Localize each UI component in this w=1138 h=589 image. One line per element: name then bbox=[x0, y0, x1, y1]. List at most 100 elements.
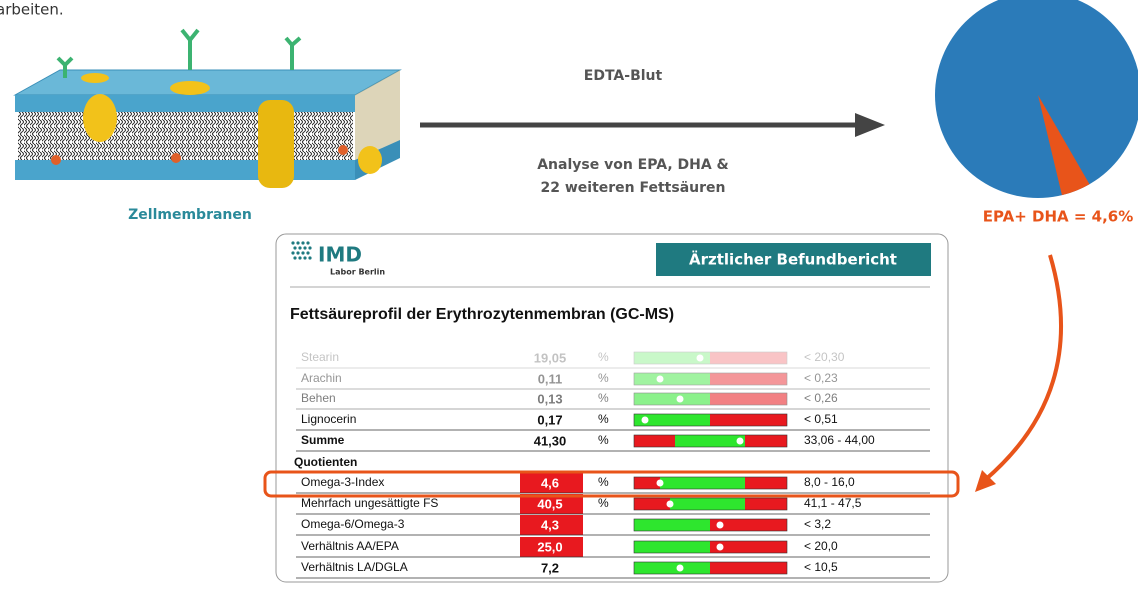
range-marker bbox=[667, 501, 674, 508]
range-segment bbox=[710, 373, 787, 385]
logo-dot bbox=[296, 241, 299, 244]
row-range: < 20,0 bbox=[804, 539, 838, 553]
row-range: 33,06 - 44,00 bbox=[804, 433, 875, 447]
logo-dot bbox=[308, 256, 311, 259]
row-value: 41,30 bbox=[534, 433, 567, 448]
pie bbox=[935, 0, 1138, 198]
row-unit: % bbox=[598, 350, 609, 364]
row-name: Stearin bbox=[301, 350, 339, 364]
range-segment bbox=[745, 498, 787, 510]
intro-text: arbeiten. bbox=[0, 1, 64, 19]
row-value: 40,5 bbox=[537, 496, 562, 511]
report-title: Fettsäureprofil der Erythrozytenmembran … bbox=[290, 306, 674, 323]
logo-dot bbox=[291, 241, 294, 244]
range-segment bbox=[710, 393, 787, 405]
range-segment bbox=[745, 477, 787, 489]
range-marker bbox=[717, 544, 724, 551]
logo: IMD bbox=[318, 243, 362, 267]
infographic: arbeiten. Zellmembranen EDTA-Blut Analys… bbox=[0, 0, 1138, 585]
membrane-label: Zellmembranen bbox=[128, 207, 252, 223]
range-segment bbox=[634, 435, 675, 447]
membrane-illustration bbox=[15, 30, 400, 188]
report-header: Ärztlicher Befundbericht bbox=[689, 250, 897, 269]
range-segment bbox=[675, 435, 745, 447]
row-value: 0,13 bbox=[537, 391, 562, 406]
range-segment bbox=[634, 498, 670, 510]
arrow-head bbox=[855, 113, 885, 137]
row-range: 8,0 - 16,0 bbox=[804, 475, 855, 489]
row-name: Omega-3-Index bbox=[301, 475, 384, 489]
row-unit: % bbox=[598, 371, 609, 385]
logo-dot bbox=[308, 246, 311, 249]
logo-dot bbox=[296, 251, 299, 254]
row-range: < 10,5 bbox=[804, 560, 838, 574]
pie-base bbox=[935, 0, 1138, 198]
range-segment bbox=[710, 414, 787, 426]
row-name: Verhältnis AA/EPA bbox=[301, 539, 399, 553]
row-unit: % bbox=[598, 412, 609, 426]
logo-dot bbox=[291, 251, 294, 254]
arrow-bottom-label: Analyse von EPA, DHA & bbox=[537, 157, 729, 173]
row-value: 4,3 bbox=[541, 517, 559, 532]
section-label: Quotienten bbox=[294, 455, 357, 469]
range-marker bbox=[642, 417, 649, 424]
logo-sub: Labor Berlin bbox=[330, 268, 385, 277]
range-marker bbox=[657, 376, 664, 383]
range-segment bbox=[634, 562, 710, 574]
row-name: Lignocerin bbox=[301, 412, 356, 426]
logo-dot bbox=[298, 256, 301, 259]
row-range: < 3,2 bbox=[804, 517, 831, 531]
row-unit: % bbox=[598, 496, 609, 510]
logo-dot bbox=[306, 251, 309, 254]
row-name: Summe bbox=[301, 433, 345, 447]
range-marker bbox=[697, 355, 704, 362]
row-range: < 20,30 bbox=[804, 350, 845, 364]
arrow-bottom-label: 22 weiteren Fettsäuren bbox=[540, 180, 725, 196]
range-segment bbox=[634, 541, 710, 553]
range-marker bbox=[737, 438, 744, 445]
logo-dot bbox=[301, 251, 304, 254]
row-range: < 0,23 bbox=[804, 371, 838, 385]
range-segment bbox=[634, 393, 710, 405]
range-segment bbox=[710, 562, 787, 574]
row-range: 41,1 - 47,5 bbox=[804, 496, 862, 510]
range-segment bbox=[670, 498, 745, 510]
logo-dot bbox=[293, 256, 296, 259]
row-value: 0,11 bbox=[538, 371, 563, 386]
range-marker bbox=[677, 396, 684, 403]
arrow-top-label: EDTA-Blut bbox=[584, 68, 663, 84]
row-name: Behen bbox=[301, 391, 336, 405]
row-value: 7,2 bbox=[541, 560, 559, 575]
range-segment bbox=[634, 477, 660, 489]
range-segment bbox=[660, 477, 745, 489]
range-marker bbox=[677, 565, 684, 572]
range-marker bbox=[657, 480, 664, 487]
row-range: < 0,26 bbox=[804, 391, 838, 405]
logo-dot bbox=[303, 246, 306, 249]
row-value: 4,6 bbox=[541, 475, 559, 490]
row-name: Verhältnis LA/DGLA bbox=[301, 560, 408, 574]
row-value: 19,05 bbox=[534, 350, 567, 365]
logo-dot bbox=[293, 246, 296, 249]
curved-arrow bbox=[985, 255, 1061, 480]
row-unit: % bbox=[598, 475, 609, 489]
page-body: arbeiten. Zellmembranen EDTA-Blut Analys… bbox=[0, 0, 1138, 585]
row-value: 25,0 bbox=[537, 539, 562, 554]
row-value: 0,17 bbox=[537, 412, 562, 427]
range-segment bbox=[634, 373, 710, 385]
row-name: Mehrfach ungesättigte FS bbox=[301, 496, 438, 510]
row-name: Arachin bbox=[301, 371, 342, 385]
logo-dot bbox=[306, 241, 309, 244]
range-segment bbox=[745, 435, 787, 447]
row-unit: % bbox=[598, 433, 609, 447]
range-marker bbox=[717, 522, 724, 529]
row-range: < 0,51 bbox=[804, 412, 838, 426]
logo-dot bbox=[298, 246, 301, 249]
logo-dot bbox=[303, 256, 306, 259]
page: Omega-3-Index {"intro": "arbeiten.", "me… bbox=[0, 0, 1138, 585]
range-segment bbox=[634, 519, 710, 531]
row-name: Omega-6/Omega-3 bbox=[301, 517, 405, 531]
logo-dot bbox=[301, 241, 304, 244]
row-unit: % bbox=[598, 391, 609, 405]
range-segment bbox=[710, 352, 787, 364]
